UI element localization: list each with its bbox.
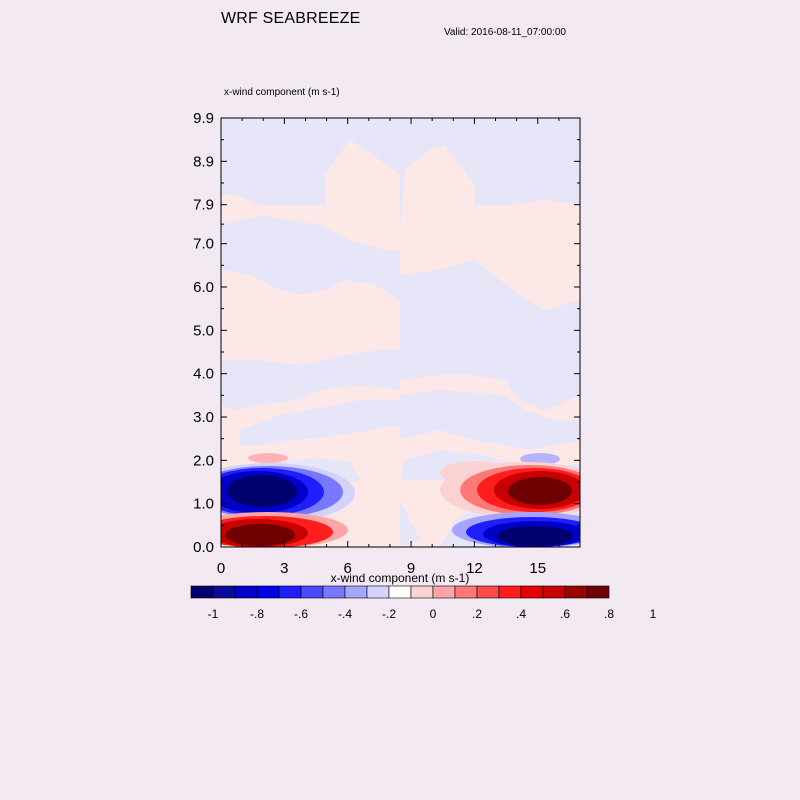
colorbar-swatch: [432, 585, 456, 599]
colorbar-label: .8: [604, 607, 614, 621]
page-title: WRF SEABREEZE: [221, 10, 361, 27]
weak-negative-region: [400, 118, 580, 230]
negative-core-center: [497, 526, 573, 546]
colorbar-swatch: [498, 585, 522, 599]
colorbar-label: .2: [472, 607, 482, 621]
negative-core-center: [227, 475, 297, 507]
y-tick-label: 0.0: [193, 539, 214, 556]
colorbar-swatch: [520, 585, 544, 599]
colorbar-swatch: [190, 585, 214, 599]
y-tick-label: 7.9: [193, 197, 214, 214]
weak-negative-region: [221, 215, 400, 300]
y-tick-label: 5.0: [193, 322, 214, 339]
y-tick-label: 6.0: [193, 279, 214, 296]
weak-negative-region: [400, 260, 580, 410]
colorbar-swatch: [410, 585, 434, 599]
weak-negative-region: [240, 400, 400, 445]
field-fill: [221, 118, 580, 547]
y-tick-label: 3.0: [193, 409, 214, 426]
colorbar-label: 0: [430, 607, 437, 621]
x-tick-label: 6: [344, 560, 352, 577]
x-tick-label: 9: [407, 560, 415, 577]
colorbar-label: -1: [208, 607, 219, 621]
colorbar-swatch: [586, 585, 610, 599]
y-tick-label: 1.0: [193, 496, 214, 513]
colorbar-swatch: [278, 585, 302, 599]
y-tick-label: 4.0: [193, 366, 214, 383]
x-tick-label: 12: [466, 560, 483, 577]
y-tick-label: 9.9: [193, 110, 214, 127]
y-axis: 0.0 1.0 2.0 3.0 4.0 5.0 6.0 7.0 7.9 8.9 9.9: [193, 110, 580, 556]
weak-negative-region: [221, 118, 400, 205]
weak-negative-region: [221, 350, 400, 410]
y-tick-label: 8.9: [193, 153, 214, 170]
colorbar-swatch: [454, 585, 478, 599]
colorbar-label: -.4: [338, 607, 352, 621]
colorbar-swatch: [366, 585, 390, 599]
weak-negative-region: [400, 390, 580, 450]
colorbar-swatch: [300, 585, 324, 599]
colorbar-label: -.2: [382, 607, 396, 621]
colorbar: -1 -.8 -.6 -.4 -.2 0 .2 .4 .6 .8 1: [190, 585, 657, 621]
weak-negative-region: [400, 500, 420, 547]
x-tick-label: 15: [529, 560, 546, 577]
colorbar-swatch: [234, 585, 258, 599]
positive-patch: [248, 453, 288, 463]
colorbar-swatch: [564, 585, 588, 599]
colorbar-swatch: [388, 585, 412, 599]
colorbar-label: -.6: [294, 607, 308, 621]
negative-patch: [520, 453, 560, 465]
positive-core-center: [225, 524, 295, 546]
x-axis: 0 3 6 9 12 15: [217, 118, 560, 577]
colorbar-swatch: [542, 585, 566, 599]
colorbar-label: .6: [560, 607, 570, 621]
colorbar-swatch: [476, 585, 500, 599]
y-tick-label: 7.0: [193, 236, 214, 253]
colorbar-label: 1: [650, 607, 657, 621]
positive-core-center: [508, 477, 572, 505]
x-tick-label: 3: [280, 560, 288, 577]
x-tick-label: 0: [217, 560, 225, 577]
colorbar-label: -.8: [250, 607, 264, 621]
colorbar-swatch: [212, 585, 236, 599]
field-label: x-wind component (m s-1): [224, 87, 340, 98]
plot-frame: [220, 117, 581, 548]
colorbar-swatch: [344, 585, 368, 599]
colorbar-swatch: [256, 585, 280, 599]
valid-time: Valid: 2016-08-11_07:00:00: [444, 27, 566, 38]
colorbar-label: .4: [516, 607, 526, 621]
colorbar-title: x-wind component (m s-1): [331, 571, 470, 585]
y-tick-label: 2.0: [193, 452, 214, 469]
colorbar-swatch: [322, 585, 346, 599]
